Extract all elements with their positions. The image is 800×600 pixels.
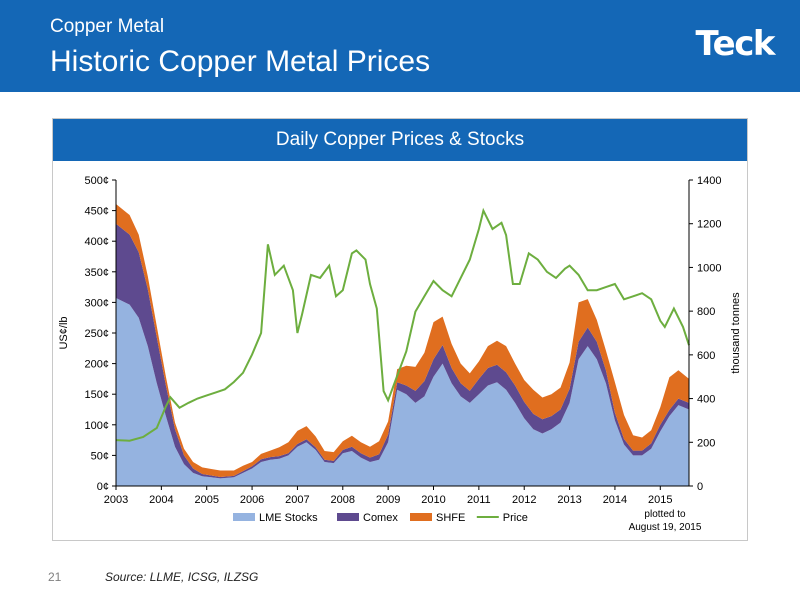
y-axis-label: US¢/lb [58, 316, 70, 349]
x-tick-label: 2003 [104, 494, 128, 506]
area-series-comex [116, 223, 689, 479]
slide-header: Copper Metal Historic Copper Metal Price… [0, 0, 800, 92]
x-tick-label: 2006 [240, 494, 264, 506]
x-tick-label: 2011 [467, 494, 491, 506]
x-tick-label: 2004 [149, 494, 173, 506]
y2-tick-label: 200 [697, 437, 715, 449]
y2-tick-label: 1400 [697, 175, 721, 187]
x-tick-label: 2009 [376, 494, 400, 506]
y-tick-label: 500¢ [85, 175, 109, 187]
x-tick-label: 2015 [648, 494, 672, 506]
slide-number: 21 [48, 570, 62, 584]
y-tick-label: 250¢ [85, 328, 109, 340]
y-tick-label: 350¢ [85, 267, 109, 279]
y2-tick-label: 1000 [697, 262, 721, 274]
legend-comex-label: Comex [363, 512, 398, 524]
y2-tick-label: 800 [697, 306, 715, 318]
chart-panel: Daily Copper Prices & Stocks 0¢ 50¢ 100¢ 15… [52, 118, 748, 541]
line-series-price [115, 207, 690, 442]
legend-shfe-label: SHFE [436, 512, 465, 524]
chart: 0¢ 50¢ 100¢ 150¢ 200¢ 250¢ 300¢ 350¢ 400¢ 450¢ 500… [58, 175, 742, 533]
area-series-lme-stocks [116, 298, 689, 486]
legend-comex-swatch [337, 513, 359, 521]
area-series-shfe [116, 204, 689, 477]
y2-tick-label: 600 [697, 350, 715, 362]
slide-title: Historic Copper Metal Prices [50, 45, 431, 78]
y2-axis-label: thousand tonnes [730, 292, 742, 374]
y-tick-label: 100¢ [85, 420, 109, 432]
x-tick-label: 2012 [512, 494, 536, 506]
teck-logo: Teck [695, 24, 775, 64]
chart-title: Daily Copper Prices & Stocks [53, 119, 747, 161]
y-tick-label: 200¢ [85, 359, 109, 371]
slide-kicker: Copper Metal [50, 16, 165, 37]
x-tick-label: 2014 [603, 494, 627, 506]
legend-shfe-swatch [410, 513, 432, 521]
y-tick-label: 50¢ [91, 450, 109, 462]
plotted-note-line1: plotted to [644, 509, 686, 520]
legend-price-label: Price [503, 512, 528, 524]
y-tick-label: 450¢ [85, 206, 109, 218]
legend-lme-stocks-label: LME Stocks [259, 512, 318, 524]
x-tick-label: 2013 [557, 494, 581, 506]
y-tick-label: 0¢ [97, 481, 109, 493]
legend-lme-stocks-swatch [233, 513, 255, 521]
x-tick-label: 2008 [331, 494, 355, 506]
y-tick-label: 400¢ [85, 236, 109, 248]
x-tick-label: 2010 [421, 494, 445, 506]
y2-tick-label: 0 [697, 481, 703, 493]
y-tick-label: 150¢ [85, 389, 109, 401]
plotted-note-line2: August 19, 2015 [629, 522, 702, 533]
y-tick-label: 300¢ [85, 297, 109, 309]
y2-tick-label: 400 [697, 394, 715, 406]
y2-tick-label: 1200 [697, 219, 721, 231]
x-tick-label: 2007 [285, 494, 309, 506]
x-tick-label: 2005 [194, 494, 218, 506]
source-note: Source: LLME, ICSG, ILZSG [105, 570, 259, 584]
